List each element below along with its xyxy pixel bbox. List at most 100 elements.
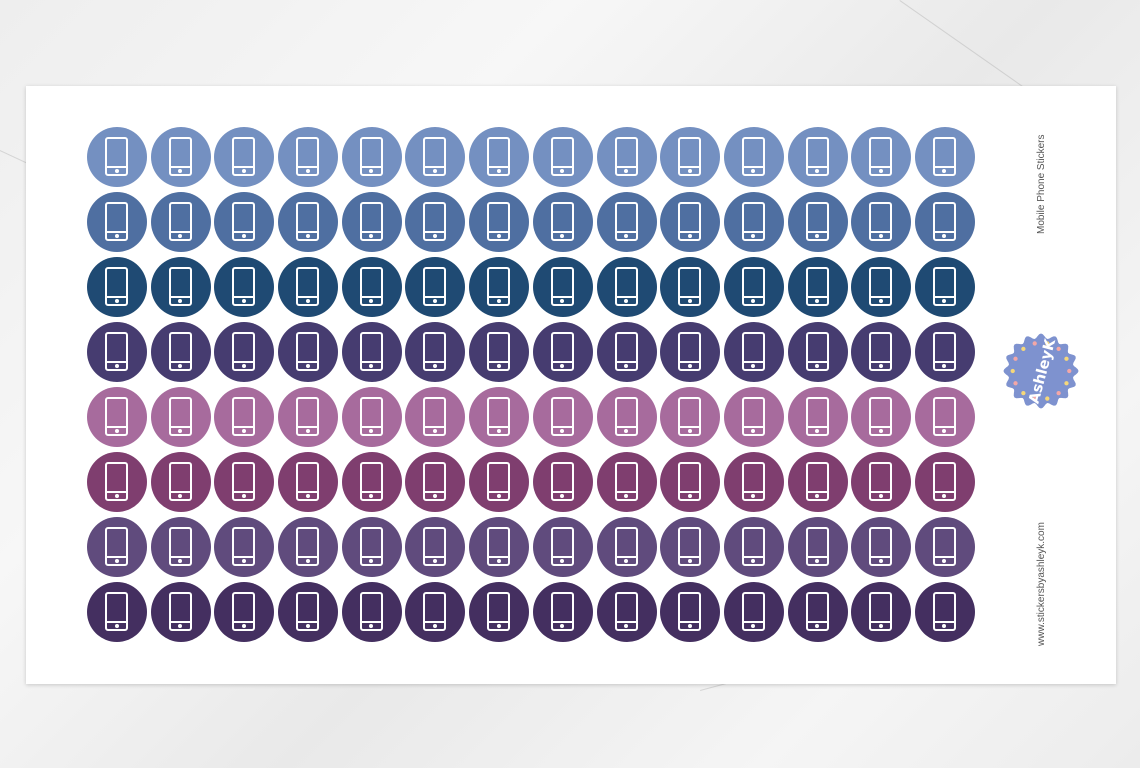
phone-sticker	[851, 517, 912, 577]
mobile-phone-icon	[932, 397, 956, 436]
phone-sticker	[660, 387, 721, 447]
mobile-phone-icon	[105, 332, 128, 371]
mobile-phone-icon	[232, 267, 256, 306]
mobile-phone-icon	[232, 397, 256, 436]
mobile-phone-icon	[168, 592, 192, 631]
phone-sticker	[914, 582, 975, 642]
mobile-phone-icon	[359, 462, 383, 501]
mobile-phone-icon	[550, 462, 574, 501]
sheet-title: Mobile Phone Stickers	[1036, 134, 1047, 235]
phone-sticker	[405, 322, 466, 382]
mobile-phone-icon	[359, 267, 383, 306]
phone-sticker	[532, 387, 593, 447]
heart-icon	[1045, 396, 1050, 401]
mobile-phone-icon	[550, 137, 574, 176]
phone-sticker	[596, 582, 657, 642]
mobile-phone-icon	[168, 527, 192, 566]
phone-sticker	[596, 452, 657, 512]
mobile-phone-icon	[678, 202, 702, 241]
phone-sticker	[596, 387, 657, 447]
mobile-phone-icon	[678, 137, 702, 176]
mobile-phone-icon	[869, 267, 893, 306]
mobile-phone-icon	[932, 462, 956, 501]
mobile-phone-icon	[932, 527, 956, 566]
mobile-phone-icon	[359, 527, 383, 566]
mobile-phone-icon	[741, 462, 765, 501]
mobile-phone-icon	[296, 592, 320, 631]
mobile-phone-icon	[614, 527, 638, 566]
mobile-phone-icon	[550, 267, 574, 306]
phone-sticker	[787, 582, 848, 642]
phone-sticker	[341, 192, 402, 252]
phone-sticker	[723, 452, 784, 512]
mobile-phone-icon	[869, 592, 893, 631]
phone-sticker	[469, 257, 530, 317]
mobile-phone-icon	[614, 267, 638, 306]
mobile-phone-icon	[296, 202, 320, 241]
phone-sticker	[723, 257, 784, 317]
phone-sticker	[660, 452, 721, 512]
mobile-phone-icon	[805, 397, 829, 436]
phone-sticker	[87, 387, 147, 447]
mobile-phone-icon	[869, 202, 893, 241]
phone-sticker	[150, 257, 211, 317]
mobile-phone-icon	[805, 137, 829, 176]
heart-icon	[1064, 381, 1069, 386]
mobile-phone-icon	[296, 267, 320, 306]
phone-sticker	[405, 517, 466, 577]
phone-sticker	[723, 517, 784, 577]
mobile-phone-icon	[487, 397, 511, 436]
phone-sticker	[87, 127, 147, 187]
phone-sticker	[723, 192, 784, 252]
phone-sticker	[214, 257, 275, 317]
mobile-phone-icon	[296, 527, 320, 566]
mobile-phone-icon	[487, 527, 511, 566]
mobile-phone-icon	[678, 462, 702, 501]
heart-icon	[1021, 346, 1026, 352]
mobile-phone-icon	[296, 137, 320, 176]
mobile-phone-icon	[168, 397, 192, 436]
mobile-phone-icon	[423, 527, 447, 566]
mobile-phone-icon	[423, 267, 447, 306]
phone-sticker	[851, 452, 912, 512]
mobile-phone-icon	[423, 462, 447, 501]
mobile-phone-icon	[550, 397, 574, 436]
website-text: www.stickersbyashleyk.com	[1036, 522, 1047, 646]
mobile-phone-icon	[614, 592, 638, 631]
mobile-phone-icon	[232, 527, 256, 566]
mobile-phone-icon	[487, 332, 511, 371]
mobile-phone-icon	[296, 462, 320, 501]
phone-sticker	[660, 257, 721, 317]
phone-sticker	[660, 192, 721, 252]
mobile-phone-icon	[869, 397, 893, 436]
mobile-phone-icon	[487, 267, 511, 306]
phone-sticker	[214, 582, 275, 642]
phone-sticker	[660, 517, 721, 577]
phone-sticker	[723, 127, 784, 187]
phone-sticker	[405, 192, 466, 252]
mobile-phone-icon	[168, 462, 192, 501]
mobile-phone-icon	[359, 397, 383, 436]
phone-sticker	[278, 517, 339, 577]
mobile-phone-icon	[614, 137, 638, 176]
mobile-phone-icon	[105, 527, 128, 566]
phone-sticker	[341, 387, 402, 447]
mobile-phone-icon	[932, 267, 956, 306]
phone-sticker	[341, 517, 402, 577]
mobile-phone-icon	[232, 137, 256, 176]
phone-sticker	[532, 192, 593, 252]
phone-sticker	[532, 582, 593, 642]
phone-sticker	[150, 452, 211, 512]
mobile-phone-icon	[359, 332, 383, 371]
mobile-phone-icon	[423, 202, 447, 241]
phone-sticker	[405, 257, 466, 317]
phone-sticker	[851, 257, 912, 317]
mobile-phone-icon	[232, 202, 256, 241]
phone-sticker	[851, 582, 912, 642]
mobile-phone-icon	[741, 332, 765, 371]
mobile-phone-icon	[168, 332, 192, 371]
phone-sticker	[469, 192, 530, 252]
heart-icon	[1067, 368, 1072, 374]
mobile-phone-icon	[105, 592, 128, 631]
mobile-phone-icon	[487, 462, 511, 501]
